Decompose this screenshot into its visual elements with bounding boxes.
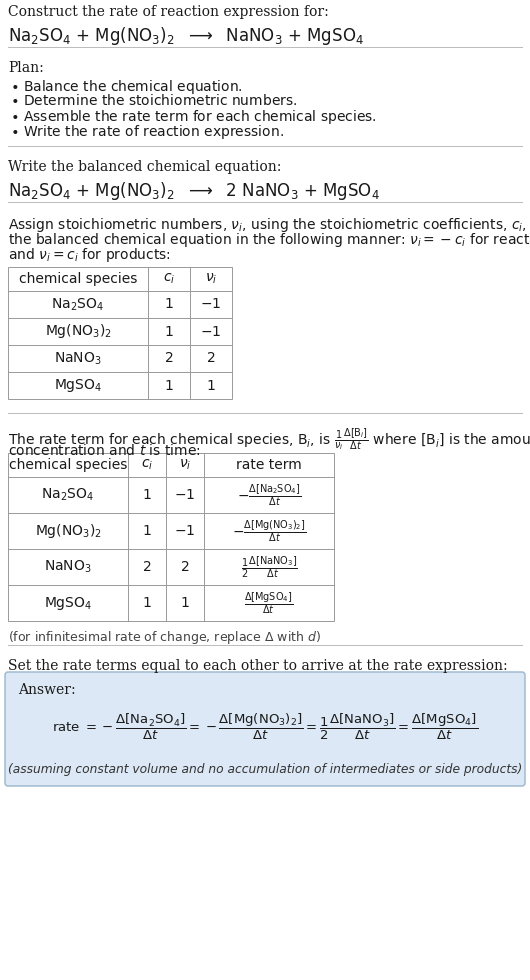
Text: $-1$: $-1$	[200, 298, 222, 312]
Text: $-1$: $-1$	[200, 324, 222, 338]
Text: 2: 2	[165, 352, 173, 366]
Text: Mg(NO$_3$)$_2$: Mg(NO$_3$)$_2$	[34, 522, 101, 540]
FancyBboxPatch shape	[5, 672, 525, 786]
Text: 1: 1	[164, 324, 173, 338]
Text: Na$_2$SO$_4$ + Mg(NO$_3$)$_2$  $\longrightarrow$  2 NaNO$_3$ + MgSO$_4$: Na$_2$SO$_4$ + Mg(NO$_3$)$_2$ $\longrigh…	[8, 180, 380, 202]
Text: 2: 2	[143, 560, 152, 574]
Text: rate term: rate term	[236, 458, 302, 472]
Text: Na$_2$SO$_4$: Na$_2$SO$_4$	[51, 296, 104, 313]
Text: Mg(NO$_3$)$_2$: Mg(NO$_3$)$_2$	[45, 322, 111, 340]
Text: 1: 1	[143, 596, 152, 610]
Text: Assign stoichiometric numbers, $\nu_i$, using the stoichiometric coefficients, $: Assign stoichiometric numbers, $\nu_i$, …	[8, 216, 530, 234]
Text: $-1$: $-1$	[174, 524, 196, 538]
Text: 2: 2	[207, 352, 215, 366]
Text: MgSO$_4$: MgSO$_4$	[44, 595, 92, 612]
Text: rate $= -\dfrac{\Delta[\mathrm{Na_2SO_4}]}{\Delta t} = -\dfrac{\Delta[\mathrm{Mg: rate $= -\dfrac{\Delta[\mathrm{Na_2SO_4}…	[52, 711, 478, 742]
Text: $\bullet$ Assemble the rate term for each chemical species.: $\bullet$ Assemble the rate term for eac…	[10, 108, 377, 126]
Text: Na$_2$SO$_4$: Na$_2$SO$_4$	[41, 487, 94, 503]
Text: NaNO$_3$: NaNO$_3$	[44, 559, 92, 575]
Text: $\frac{\Delta[\mathrm{MgSO_4}]}{\Delta t}$: $\frac{\Delta[\mathrm{MgSO_4}]}{\Delta t…	[244, 590, 294, 615]
Text: 1: 1	[143, 524, 152, 538]
Text: Set the rate terms equal to each other to arrive at the rate expression:: Set the rate terms equal to each other t…	[8, 659, 508, 673]
Text: 1: 1	[164, 378, 173, 393]
Text: concentration and $t$ is time:: concentration and $t$ is time:	[8, 443, 201, 458]
Text: Answer:: Answer:	[18, 683, 76, 697]
Text: the balanced chemical equation in the following manner: $\nu_i = -c_i$ for react: the balanced chemical equation in the fo…	[8, 231, 530, 249]
Text: $-\frac{\Delta[\mathrm{Mg(NO_3)_2}]}{\Delta t}$: $-\frac{\Delta[\mathrm{Mg(NO_3)_2}]}{\De…	[232, 518, 306, 544]
Text: MgSO$_4$: MgSO$_4$	[54, 377, 102, 394]
Text: The rate term for each chemical species, B$_i$, is $\frac{1}{\nu_i}\frac{\Delta[: The rate term for each chemical species,…	[8, 427, 530, 453]
Text: (for infinitesimal rate of change, replace $\Delta$ with $d$): (for infinitesimal rate of change, repla…	[8, 629, 321, 646]
Text: NaNO$_3$: NaNO$_3$	[54, 350, 102, 367]
Text: $\nu_i$: $\nu_i$	[179, 458, 191, 472]
Text: $\bullet$ Write the rate of reaction expression.: $\bullet$ Write the rate of reaction exp…	[10, 123, 284, 141]
Bar	[8, 267, 232, 399]
Text: 1: 1	[181, 596, 189, 610]
Text: Plan:: Plan:	[8, 61, 44, 75]
Text: $c_i$: $c_i$	[163, 271, 175, 286]
Text: $\frac{1}{2}\frac{\Delta[\mathrm{NaNO_3}]}{\Delta t}$: $\frac{1}{2}\frac{\Delta[\mathrm{NaNO_3}…	[241, 554, 297, 580]
Text: chemical species: chemical species	[9, 458, 127, 472]
Text: Write the balanced chemical equation:: Write the balanced chemical equation:	[8, 160, 281, 174]
Text: 1: 1	[164, 298, 173, 312]
Text: (assuming constant volume and no accumulation of intermediates or side products): (assuming constant volume and no accumul…	[8, 762, 522, 775]
Bar	[8, 453, 334, 621]
Text: 1: 1	[207, 378, 215, 393]
Text: $\bullet$ Balance the chemical equation.: $\bullet$ Balance the chemical equation.	[10, 78, 243, 96]
Text: 1: 1	[143, 488, 152, 502]
Text: $c_i$: $c_i$	[141, 458, 153, 472]
Text: chemical species: chemical species	[19, 272, 137, 286]
Text: Na$_2$SO$_4$ + Mg(NO$_3$)$_2$  $\longrightarrow$  NaNO$_3$ + MgSO$_4$: Na$_2$SO$_4$ + Mg(NO$_3$)$_2$ $\longrigh…	[8, 25, 364, 47]
Text: and $\nu_i = c_i$ for products:: and $\nu_i = c_i$ for products:	[8, 246, 171, 264]
Text: $\bullet$ Determine the stoichiometric numbers.: $\bullet$ Determine the stoichiometric n…	[10, 93, 297, 108]
Text: Construct the rate of reaction expression for:: Construct the rate of reaction expressio…	[8, 5, 329, 19]
Text: $-\frac{\Delta[\mathrm{Na_2SO_4}]}{\Delta t}$: $-\frac{\Delta[\mathrm{Na_2SO_4}]}{\Delt…	[237, 482, 301, 508]
Text: $\nu_i$: $\nu_i$	[205, 271, 217, 286]
Text: 2: 2	[181, 560, 189, 574]
Text: $-1$: $-1$	[174, 488, 196, 502]
